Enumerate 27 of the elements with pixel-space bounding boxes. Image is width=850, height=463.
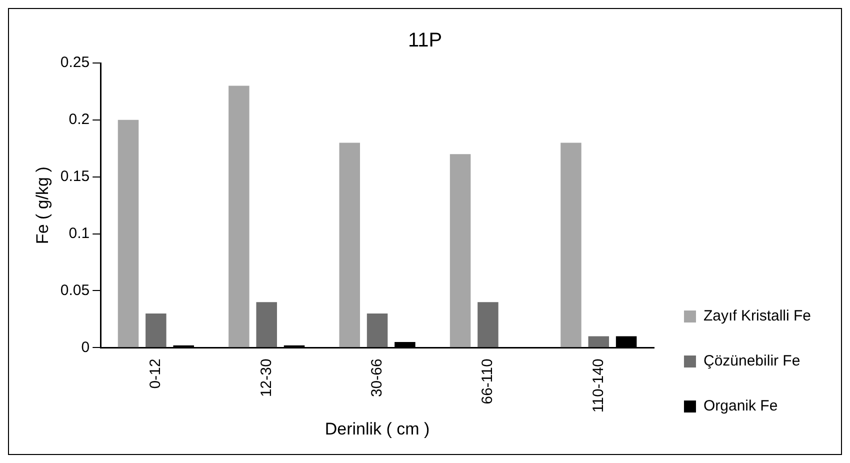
y-tick-label: 0.2 — [68, 111, 90, 128]
legend-label: Zayıf Kristalli Fe — [703, 308, 812, 325]
bar — [450, 154, 471, 348]
x-tick-label: 66-110 — [479, 358, 496, 404]
bar — [588, 336, 610, 348]
bar — [339, 142, 360, 348]
bar — [146, 314, 166, 348]
x-tick-label: 30-66 — [368, 358, 386, 398]
x-axis-title: Derinlik ( cm ) — [324, 419, 430, 438]
legend-label: Organik Fe — [703, 398, 778, 415]
bar — [256, 302, 277, 348]
bar — [118, 120, 139, 348]
y-axis-title: Fe ( g/kg ) — [32, 166, 52, 244]
bar — [478, 302, 498, 348]
bar — [560, 142, 582, 348]
legend-label: Çözünebilir Fe — [703, 352, 800, 370]
y-tick-label: 0.25 — [60, 54, 90, 72]
bar — [228, 86, 250, 348]
y-tick-label: 0.05 — [60, 282, 90, 299]
y-tick-label: 0 — [81, 338, 90, 356]
x-tick-label: 12-30 — [258, 358, 275, 398]
x-tick-label: 0-12 — [147, 358, 164, 389]
chart-title: 11P — [408, 30, 442, 52]
y-tick-label: 0.15 — [60, 168, 90, 186]
bar — [366, 314, 388, 348]
x-tick-label: 110-140 — [590, 358, 607, 413]
y-tick-label: 0.1 — [68, 224, 90, 242]
